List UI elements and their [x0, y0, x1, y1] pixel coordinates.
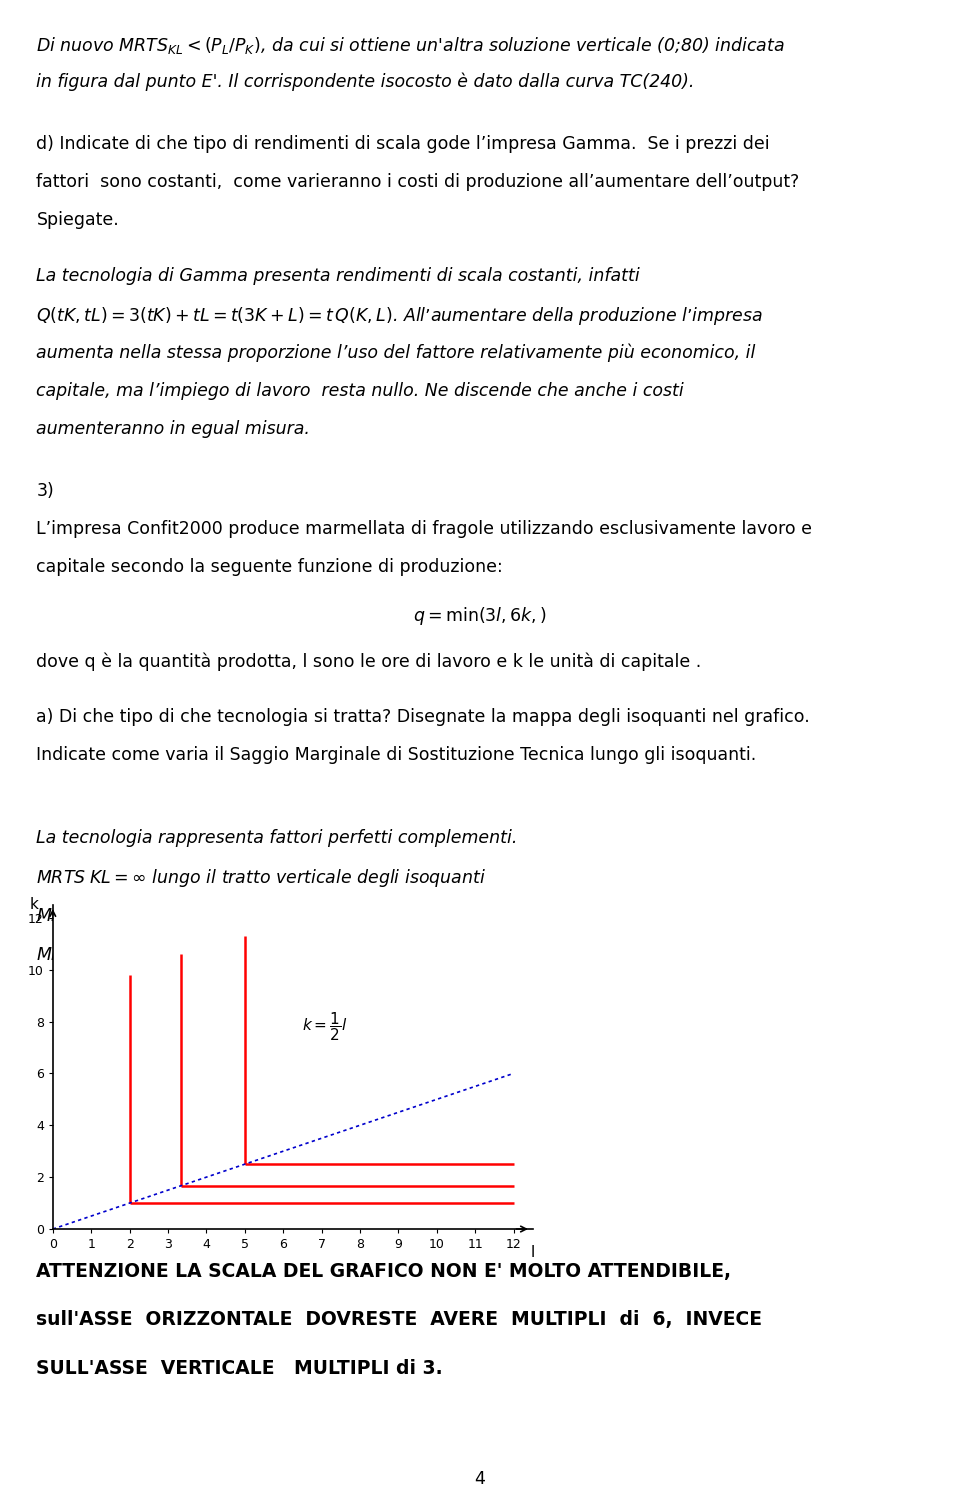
Text: $q =\min_{} (3l,6k,)$: $q =\min_{} (3l,6k,)$ — [413, 605, 547, 627]
Text: Indicate come varia il Saggio Marginale di Sostituzione Tecnica lungo gli isoqua: Indicate come varia il Saggio Marginale … — [36, 746, 756, 765]
Text: Spiegate.: Spiegate. — [36, 211, 119, 229]
Text: $MRTS\; KL = 0$ lungo il tratto orizzontale degli isoquanti: $MRTS\; KL = 0$ lungo il tratto orizzont… — [36, 905, 503, 927]
Text: fattori  sono costanti,  come varieranno i costi di produzione all’aumentare del: fattori sono costanti, come varieranno i… — [36, 173, 800, 192]
Text: capitale secondo la seguente funzione di produzione:: capitale secondo la seguente funzione di… — [36, 558, 503, 576]
Text: sull'ASSE  ORIZZONTALE  DOVRESTE  AVERE  MULTIPLI  di  6,  INVECE: sull'ASSE ORIZZONTALE DOVRESTE AVERE MUL… — [36, 1310, 762, 1330]
Text: in figura dal punto E'. Il corrispondente isocosto è dato dalla curva TC(240).: in figura dal punto E'. Il corrispondent… — [36, 72, 695, 92]
Text: $MRTS\; KL$ non può essere definito nei punti angolosi.: $MRTS\; KL$ non può essere definito nei … — [36, 944, 488, 967]
Text: L’impresa Confit2000 produce marmellata di fragole utilizzando esclusivamente la: L’impresa Confit2000 produce marmellata … — [36, 520, 812, 538]
Text: ATTENZIONE LA SCALA DEL GRAFICO NON E' MOLTO ATTENDIBILE,: ATTENZIONE LA SCALA DEL GRAFICO NON E' M… — [36, 1262, 732, 1282]
Text: $MRTS\; KL = \infty$ lungo il tratto verticale degli isoquanti: $MRTS\; KL = \infty$ lungo il tratto ver… — [36, 867, 487, 888]
Text: 3): 3) — [36, 481, 54, 499]
Text: capitale, ma l’impiego di lavoro  resta nullo. Ne discende che anche i costi: capitale, ma l’impiego di lavoro resta n… — [36, 382, 684, 400]
Text: l: l — [531, 1246, 535, 1259]
Text: aumenteranno in egual misura.: aumenteranno in egual misura. — [36, 419, 310, 437]
Text: La tecnologia di Gamma presenta rendimenti di scala costanti, infatti: La tecnologia di Gamma presenta rendimen… — [36, 267, 640, 285]
Text: $Q(tK,tL) = 3(tK) + tL = t(3K + L) = t\,Q(K,L)$. All’aumentare della produzione : $Q(tK,tL) = 3(tK) + tL = t(3K + L) = t\,… — [36, 305, 763, 327]
Text: La tecnologia rappresenta fattori perfetti complementi.: La tecnologia rappresenta fattori perfet… — [36, 828, 517, 846]
Text: d) Indicate di che tipo di rendimenti di scala gode l’impresa Gamma.  Se i prezz: d) Indicate di che tipo di rendimenti di… — [36, 134, 770, 152]
Text: k: k — [29, 897, 38, 912]
Text: aumenta nella stessa proporzione l’uso del fattore relativamente più economico, : aumenta nella stessa proporzione l’uso d… — [36, 344, 756, 362]
Text: dove q è la quantità prodotta, l sono le ore di lavoro e k le unità di capitale : dove q è la quantità prodotta, l sono le… — [36, 651, 702, 671]
Text: 4: 4 — [474, 1470, 486, 1488]
Text: $k = \dfrac{1}{2}l$: $k = \dfrac{1}{2}l$ — [302, 1010, 348, 1044]
Text: a) Di che tipo di che tecnologia si tratta? Disegnate la mappa degli isoquanti n: a) Di che tipo di che tecnologia si trat… — [36, 709, 810, 725]
Text: SULL'ASSE  VERTICALE   MULTIPLI di 3.: SULL'ASSE VERTICALE MULTIPLI di 3. — [36, 1359, 444, 1378]
Text: Di nuovo $MRTS_{KL} < (P_L/P_K)$, da cui si ottiene un'altra soluzione verticale: Di nuovo $MRTS_{KL} < (P_L/P_K)$, da cui… — [36, 35, 785, 56]
